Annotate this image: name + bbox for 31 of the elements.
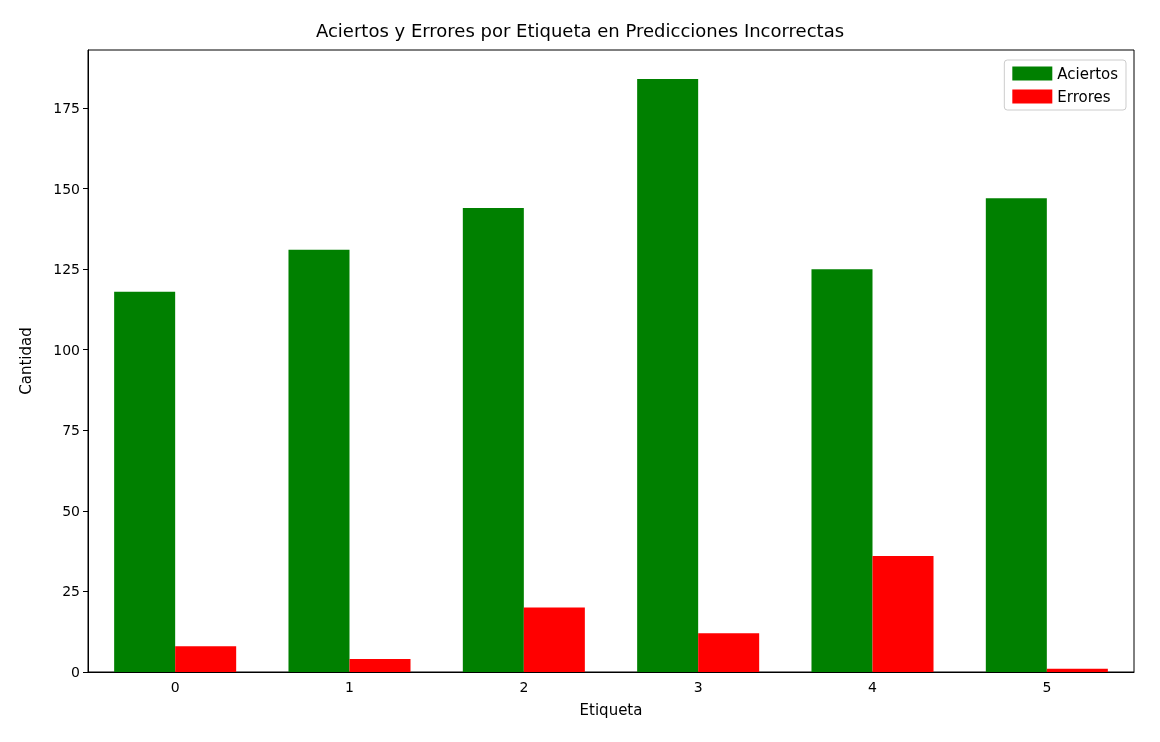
- y-tick-label: 0: [71, 664, 80, 680]
- y-tick-label: 25: [62, 583, 80, 600]
- bar: [114, 291, 176, 672]
- y-axis-title: Cantidad: [16, 327, 35, 395]
- bar: [523, 607, 585, 672]
- bar: [698, 633, 760, 672]
- chart-title: Aciertos y Errores por Etiqueta en Predicciones Incorrectas: [315, 19, 845, 41]
- bar: [637, 79, 699, 672]
- x-axis-title: Etiqueta: [579, 700, 643, 719]
- y-tick-label: 75: [62, 422, 80, 439]
- x-tick-label: 2: [519, 679, 529, 695]
- y-tick-label: 50: [62, 502, 80, 519]
- y-tick-label: 150: [53, 180, 80, 197]
- x-tick-label: 5: [1042, 679, 1052, 695]
- bar: [175, 646, 237, 672]
- bar: [1046, 668, 1108, 672]
- x-tick-label: 3: [693, 679, 703, 695]
- x-tick-label: 1: [345, 679, 354, 695]
- bar: [462, 207, 524, 672]
- legend-label: Errores: [1057, 87, 1111, 106]
- bar: [872, 555, 934, 672]
- legend-label: Aciertos: [1057, 64, 1119, 83]
- bar: [985, 198, 1047, 672]
- y-tick-label: 100: [53, 341, 80, 358]
- bar: [811, 269, 873, 672]
- y-tick-label: 175: [53, 100, 80, 117]
- y-tick-label: 125: [53, 261, 80, 278]
- bar: [349, 659, 411, 672]
- bar: [288, 249, 350, 672]
- x-tick-label: 4: [868, 679, 878, 695]
- x-tick-label: 0: [170, 679, 180, 695]
